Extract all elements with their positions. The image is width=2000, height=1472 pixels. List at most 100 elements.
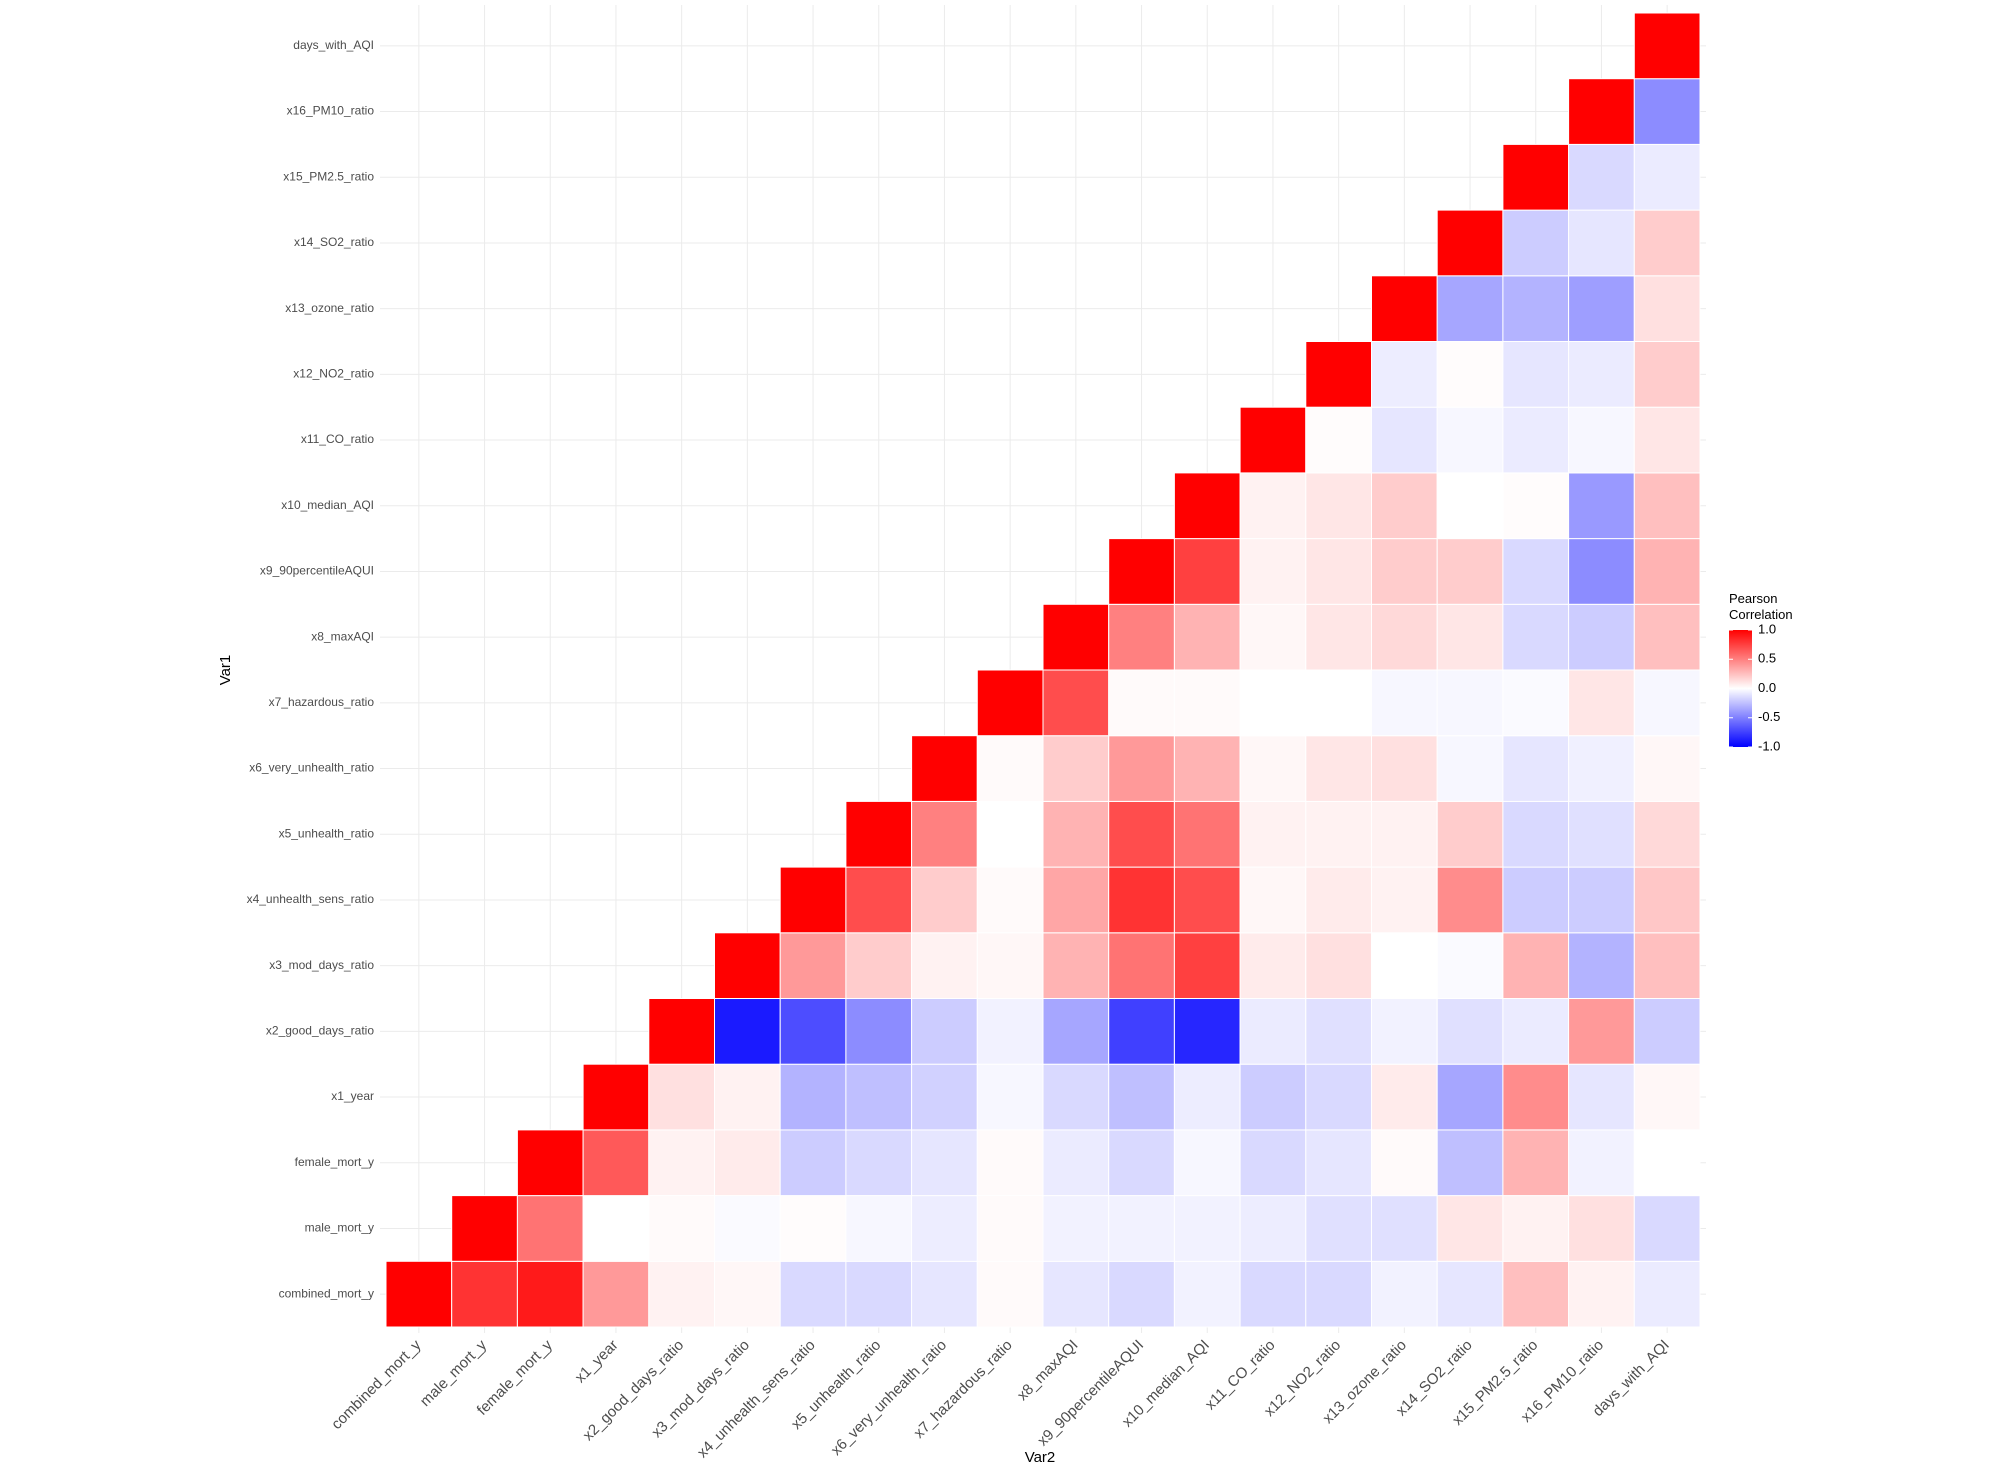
- heatmap-cell: [1436, 669, 1504, 737]
- heatmap-cell: [1042, 932, 1110, 999]
- heatmap-cell: [1371, 406, 1438, 474]
- heatmap-cell: [1371, 1260, 1438, 1328]
- heatmap-cell: [976, 1129, 1044, 1197]
- heatmap-cell: [1633, 472, 1701, 540]
- x-tick-label: x6_very_unhealth_ratio: [828, 1337, 950, 1459]
- y-tick-label: male_mort_y: [305, 1221, 374, 1235]
- heatmap-cell: [1371, 1063, 1438, 1131]
- heatmap-cell: [1239, 669, 1307, 737]
- heatmap-cell: [714, 1195, 781, 1262]
- heatmap-cell: [1371, 472, 1438, 540]
- y-tick-label: x15_PM2.5_ratio: [283, 169, 374, 183]
- heatmap-cell: [1305, 603, 1373, 671]
- heatmap-cell: [1371, 800, 1438, 868]
- y-tick-label: x6_very_unhealth_ratio: [249, 761, 374, 775]
- legend-tick-label: -1.0: [1758, 738, 1780, 753]
- y-tick-label: x13_ozone_ratio: [285, 301, 374, 315]
- heatmap-cell: [1633, 275, 1701, 342]
- heatmap-cell: [1305, 866, 1373, 934]
- heatmap-cell: [1371, 866, 1438, 934]
- heatmap-cell: [1502, 143, 1570, 211]
- heatmap-cell: [451, 1260, 518, 1328]
- heatmap-cell: [1568, 275, 1635, 342]
- heatmap-cell: [1371, 538, 1438, 605]
- heatmap-cell: [1633, 1129, 1701, 1197]
- heatmap-cell: [1173, 472, 1241, 540]
- heatmap-cell: [1633, 341, 1701, 408]
- y-tick-label: x2_good_days_ratio: [266, 1024, 374, 1038]
- heatmap-cell: [976, 800, 1044, 868]
- heatmap-cell: [1305, 1129, 1373, 1197]
- heatmap-cell: [1042, 735, 1110, 802]
- heatmap-cell: [1436, 1195, 1504, 1262]
- heatmap-cell: [1239, 472, 1307, 540]
- heatmap-cell: [1436, 209, 1504, 277]
- heatmap-cell: [1633, 735, 1701, 802]
- heatmap-cell: [1042, 1260, 1110, 1328]
- heatmap-cell: [1042, 669, 1110, 737]
- y-tick-label: x12_NO2_ratio: [293, 367, 374, 381]
- heatmap-cell: [911, 1129, 978, 1197]
- heatmap-cell: [1173, 1063, 1241, 1131]
- heatmap-cell: [516, 1260, 584, 1328]
- heatmap-cell: [516, 1129, 584, 1197]
- heatmap-cell: [714, 932, 781, 999]
- heatmap-cell: [1502, 800, 1570, 868]
- heatmap-cell: [648, 1063, 715, 1131]
- heatmap-cell: [1239, 603, 1307, 671]
- heatmap-cell: [1042, 866, 1110, 934]
- heatmap-cell: [516, 1195, 584, 1262]
- heatmap-cell: [1371, 669, 1438, 737]
- heatmap-cell: [1633, 1063, 1701, 1131]
- heatmap-cell: [1633, 78, 1701, 145]
- y-tick-label: combined_mort_y: [279, 1286, 374, 1300]
- heatmap-cell: [911, 866, 978, 934]
- heatmap-cell: [1568, 538, 1635, 605]
- y-tick-label: days_with_AQI: [293, 38, 374, 52]
- heatmap-cell: [1633, 998, 1701, 1065]
- colorbar: [1729, 630, 1752, 747]
- heatmap-cell: [779, 1063, 847, 1131]
- heatmap-cell: [976, 669, 1044, 737]
- heatmap-cell: [1305, 1063, 1373, 1131]
- y-tick-label: x7_hazardous_ratio: [269, 695, 375, 709]
- heatmap-cell: [1436, 341, 1504, 408]
- heatmap-cell: [845, 1195, 913, 1262]
- heatmap-cell: [1502, 406, 1570, 474]
- heatmap-cell: [1436, 866, 1504, 934]
- heatmap-cell: [714, 1129, 781, 1197]
- heatmap-cell: [1436, 472, 1504, 540]
- heatmap-cell: [976, 998, 1044, 1065]
- heatmap-cell: [582, 1129, 650, 1197]
- heatmap-cell: [779, 1260, 847, 1328]
- heatmap-cell: [1239, 1195, 1307, 1262]
- heatmap-cell: [1502, 209, 1570, 277]
- heatmap-cell: [1108, 800, 1175, 868]
- heatmap-cell: [1108, 866, 1175, 934]
- heatmap-cell: [1173, 669, 1241, 737]
- heatmap-cell: [1502, 538, 1570, 605]
- heatmap-cell: [582, 1260, 650, 1328]
- y-axis-label: Var1: [217, 655, 234, 686]
- heatmap-cell: [1568, 866, 1635, 934]
- heatmap-cell: [1436, 1129, 1504, 1197]
- heatmap-cell: [1108, 735, 1175, 802]
- heatmap-cell: [1436, 603, 1504, 671]
- heatmap-cell: [1042, 800, 1110, 868]
- heatmap-cell: [976, 735, 1044, 802]
- heatmap-cell: [1633, 12, 1701, 80]
- heatmap-cell: [1502, 669, 1570, 737]
- heatmap-cell: [1633, 866, 1701, 934]
- legend-tick-label: 1.0: [1758, 621, 1776, 636]
- heatmap-cell: [1568, 800, 1635, 868]
- heatmap-cell: [911, 735, 978, 802]
- heatmap-cell: [1502, 1063, 1570, 1131]
- heatmap-cell: [1305, 538, 1373, 605]
- y-tick-label: x14_SO2_ratio: [294, 235, 374, 249]
- heatmap-cell: [1633, 800, 1701, 868]
- heatmap-cell: [582, 1195, 650, 1262]
- heatmap-cell: [1502, 275, 1570, 342]
- heatmap-cell: [1502, 998, 1570, 1065]
- y-tick-label: x9_90percentileAQUI: [260, 564, 374, 578]
